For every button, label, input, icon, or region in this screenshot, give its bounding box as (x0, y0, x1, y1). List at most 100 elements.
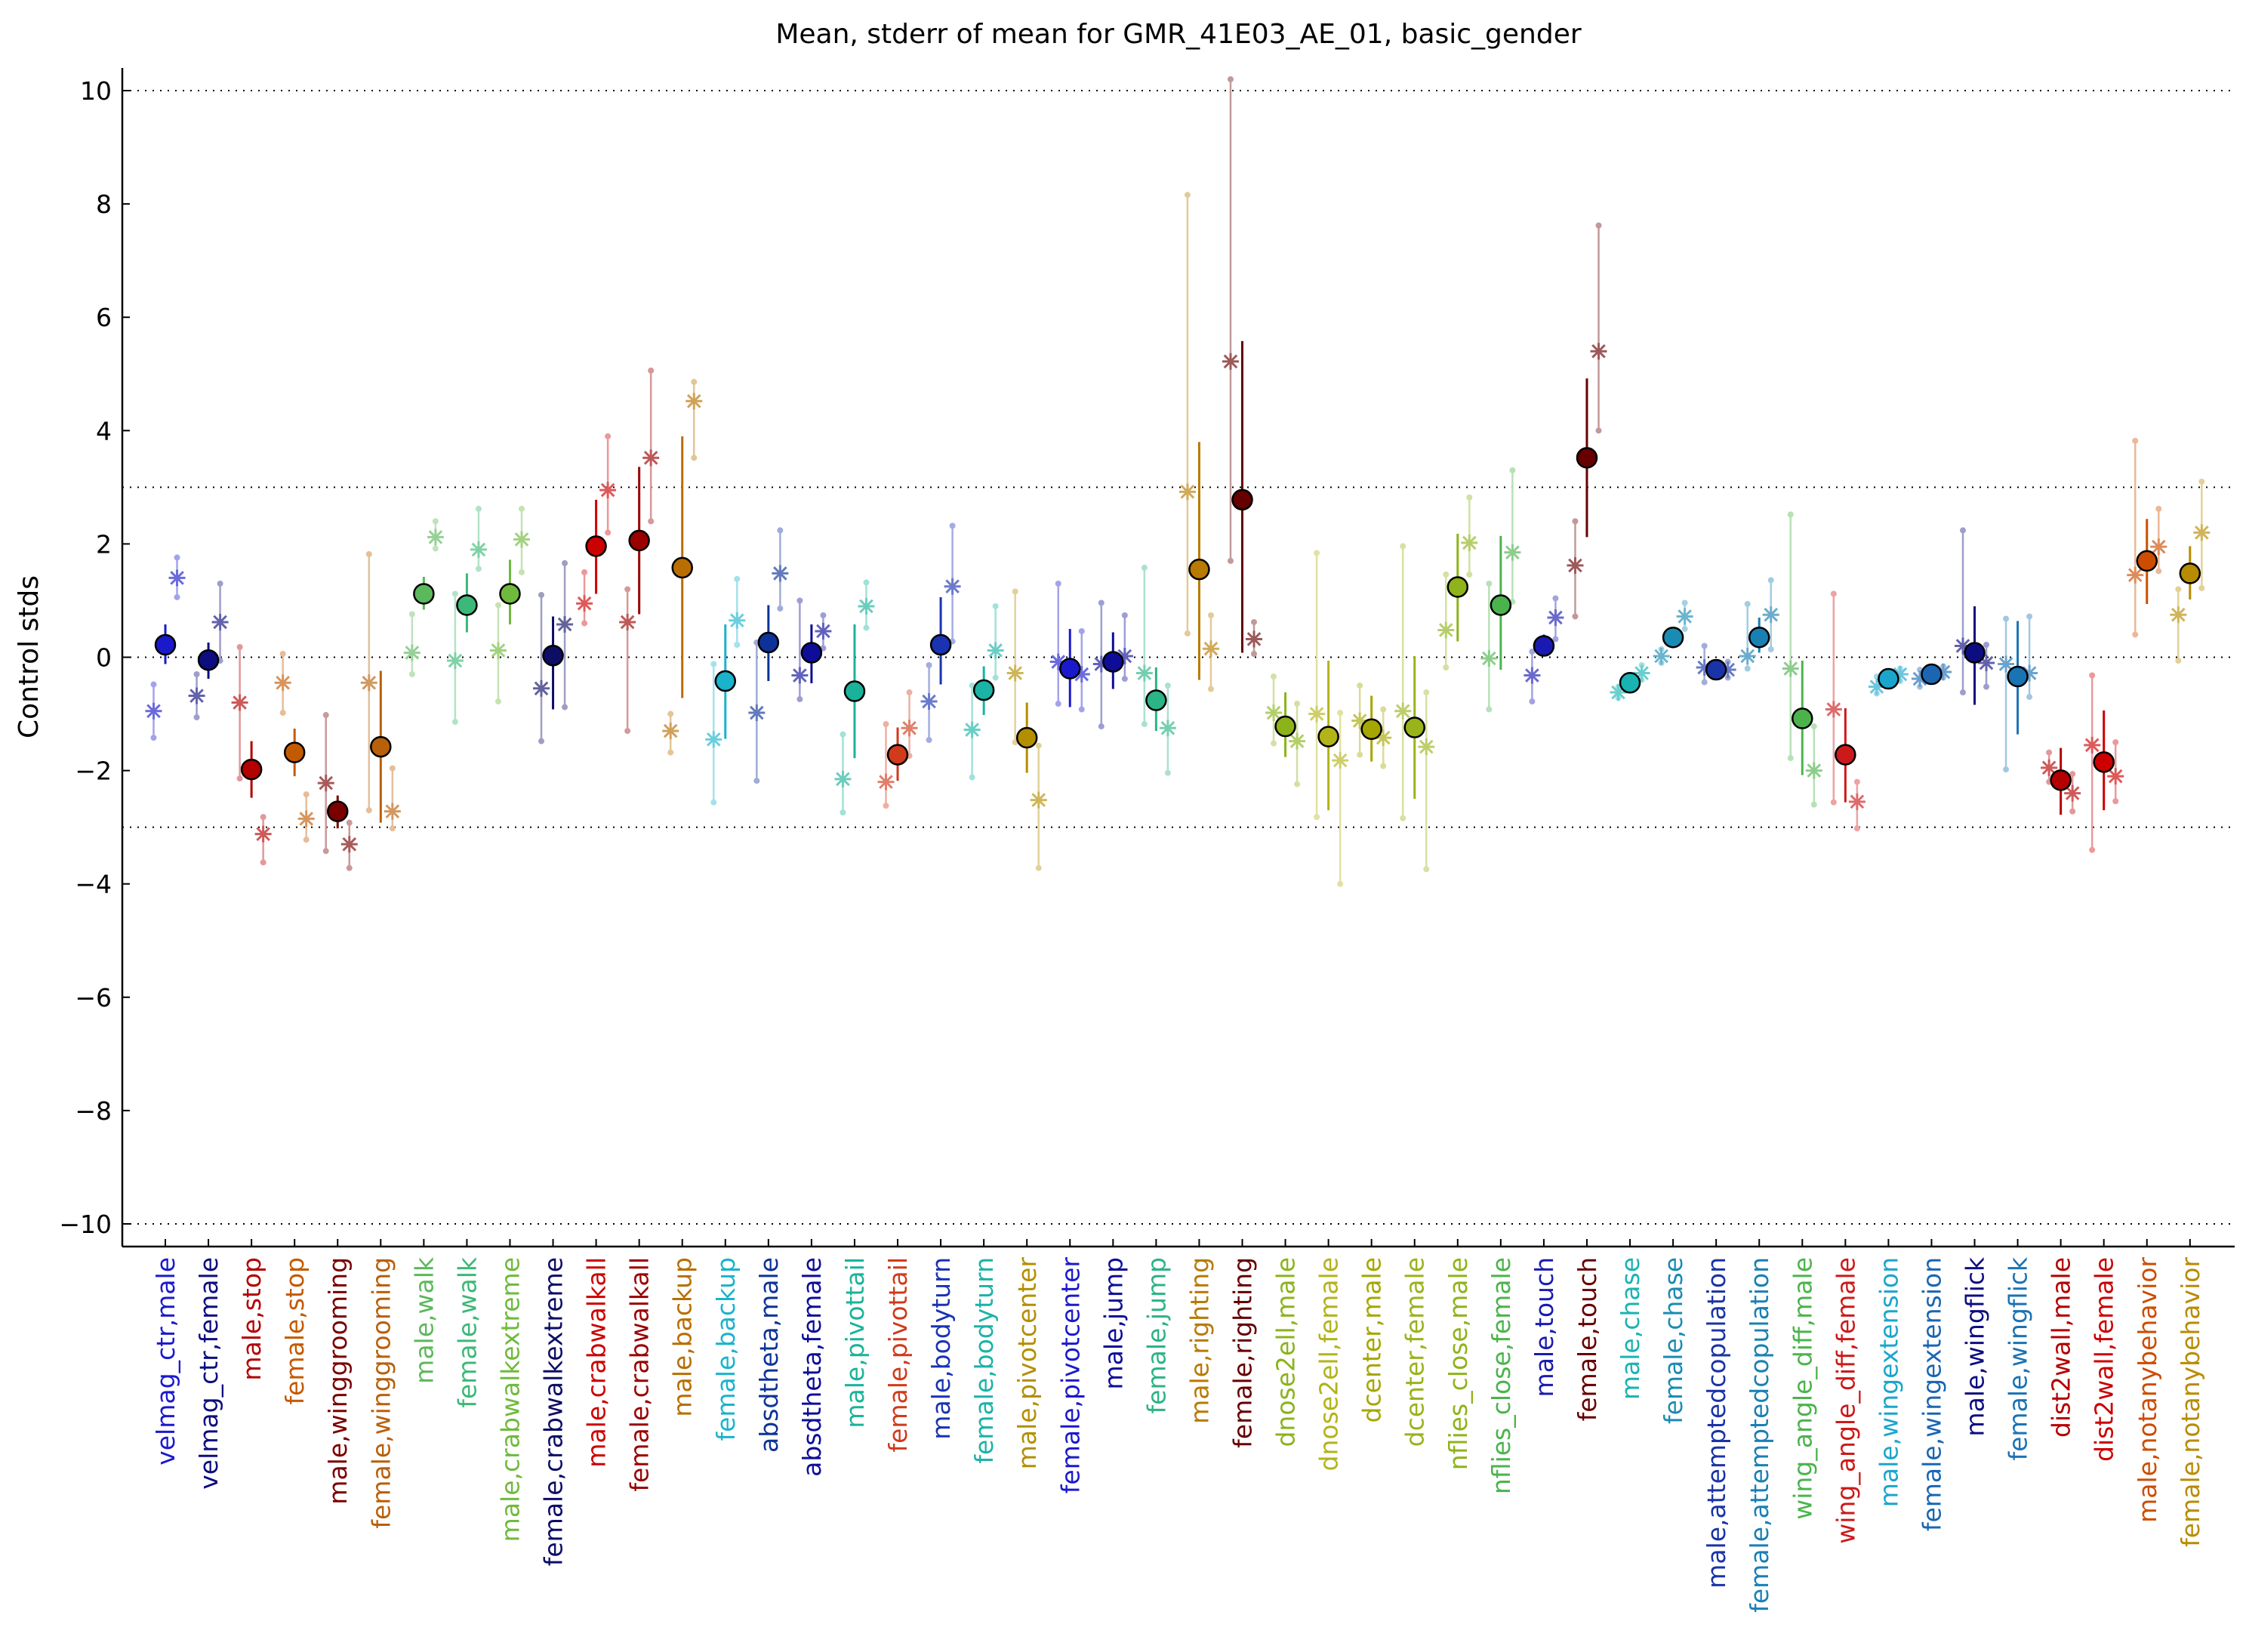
x-tick-label: female,righting (1228, 1257, 1258, 1448)
x-tick-label: absdtheta,male (754, 1257, 784, 1453)
sample-end-dot (926, 662, 932, 669)
sample-point (168, 569, 186, 587)
x-tick-label: male,crabwalkall (582, 1257, 612, 1468)
sample-end-dot (1121, 676, 1128, 683)
sample-end-dot (451, 719, 458, 726)
sample-point (2084, 736, 2101, 754)
sample-end-dot (2175, 658, 2182, 664)
sample-point (599, 482, 617, 499)
sample-end-dot (1830, 799, 1837, 806)
sample-end-dot (1337, 710, 1344, 717)
sample-end-dot (174, 554, 180, 561)
x-tick-label: female,attemptedcopulation (1745, 1257, 1774, 1613)
sample-end-dot (1184, 192, 1191, 199)
sample-point (1480, 650, 1498, 667)
sample-point (2107, 768, 2124, 785)
x-tick-label: female,winggrooming (366, 1257, 396, 1529)
sample-end-dot (710, 799, 717, 806)
mean-point (2093, 751, 2115, 773)
mean-point (671, 556, 693, 579)
sample-end-dot (1357, 751, 1363, 758)
y-tick-label: −4 (75, 870, 112, 899)
sample-end-dot (883, 721, 889, 728)
sample-end-dot (1959, 689, 1966, 696)
sample-point (384, 803, 401, 820)
mean-point (1274, 715, 1296, 738)
sample-end-dot (1164, 769, 1171, 776)
mean-point (2007, 665, 2029, 688)
x-tick-label: male,pivotcenter (1012, 1257, 1042, 1470)
sample-end-dot (193, 671, 200, 678)
mean-point (2179, 562, 2201, 584)
sample-point (944, 578, 961, 595)
x-tick-label: wing_angle_diff,female (1831, 1257, 1860, 1544)
mean-point (456, 594, 478, 616)
sample-point (2193, 524, 2211, 541)
mean-point (1533, 635, 1555, 657)
sample-point (1246, 630, 1263, 648)
sample-point (297, 810, 315, 828)
mean-point (1662, 626, 1684, 649)
sample-point (274, 674, 291, 692)
sample-end-dot (1701, 643, 1708, 649)
x-tick-label: male,crabwalkextreme (495, 1257, 525, 1542)
sample-point (834, 770, 852, 787)
x-tick-label: female,wingextension (1917, 1257, 1946, 1531)
sample-point (1006, 664, 1024, 682)
sample-end-dot (193, 714, 200, 721)
sample-end-dot (1055, 580, 1061, 587)
sample-end-dot (494, 698, 501, 705)
mean-point (1835, 744, 1856, 766)
sample-point (1437, 621, 1455, 639)
sample-end-dot (432, 545, 439, 552)
sample-end-dot (1744, 665, 1751, 672)
sample-end-dot (538, 591, 545, 598)
sample-end-dot (1443, 664, 1450, 671)
sample-end-dot (2155, 568, 2162, 575)
sample-end-dot (1853, 825, 1860, 832)
sample-end-dot (475, 566, 482, 572)
mean-point (714, 670, 737, 692)
mean-point (1403, 717, 1425, 738)
sample-end-dot (2112, 798, 2119, 805)
sample-point (427, 529, 444, 546)
sample-point (2041, 759, 2058, 776)
sample-point (360, 674, 377, 692)
mean-point (1188, 558, 1210, 581)
sample-points (145, 76, 2211, 887)
sample-end-dot (1314, 550, 1320, 556)
x-tick-label: female,touch (1573, 1257, 1602, 1421)
sample-end-dot (346, 819, 353, 826)
x-tick-label: female,crabwalkextreme (539, 1257, 568, 1566)
mean-point (585, 535, 607, 557)
sample-point (2127, 566, 2144, 584)
sample-end-dot (303, 791, 310, 798)
sample-point (231, 694, 248, 711)
y-tick-label: 0 (96, 643, 112, 673)
mean-point (1792, 707, 1813, 729)
sample-point (1762, 606, 1779, 624)
sample-end-dot (1767, 577, 1774, 584)
sample-end-dot (969, 774, 975, 781)
x-tick-label: female,pivotcenter (1055, 1257, 1085, 1494)
sample-end-dot (432, 518, 439, 525)
y-ticks: −10 −8 −6 −4 −2 0 2 4 6 8 10 (59, 76, 130, 1239)
sample-end-dot (408, 611, 415, 618)
sample-point (1222, 353, 1239, 370)
sample-point (2170, 606, 2187, 624)
sample-point (858, 597, 875, 615)
sample-point (1289, 732, 1306, 750)
mean-point (499, 583, 521, 605)
sample-end-dot (1423, 689, 1430, 696)
sample-end-dot (519, 505, 525, 512)
sample-point (619, 613, 636, 630)
x-tick-label: male,wingextension (1874, 1257, 1903, 1507)
y-tick-label: 2 (96, 529, 112, 559)
sample-point (1653, 647, 1670, 664)
sample-point (1676, 608, 1693, 625)
sample-end-dot (2175, 586, 2182, 593)
x-tick-label: nflies_close,female (1487, 1257, 1516, 1494)
sample-point (1805, 762, 1822, 779)
sample-end-dot (1701, 679, 1708, 686)
sample-end-dot (1744, 600, 1751, 607)
